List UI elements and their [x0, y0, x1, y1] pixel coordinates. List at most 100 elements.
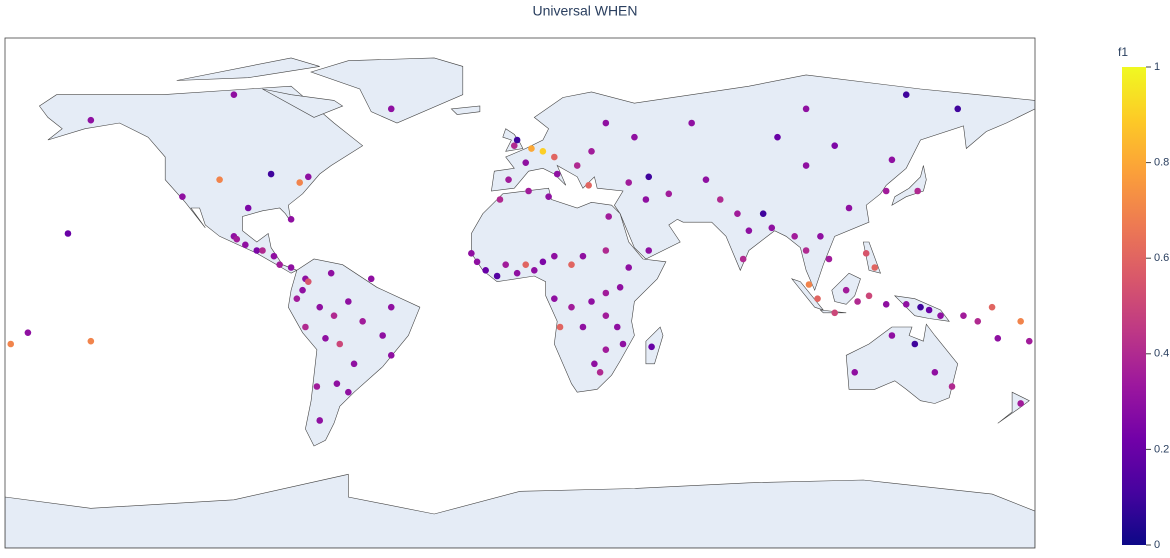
point	[831, 309, 839, 317]
point	[568, 261, 575, 268]
point	[327, 269, 335, 277]
point	[553, 170, 561, 178]
point	[510, 142, 518, 149]
point	[585, 182, 592, 189]
point	[854, 298, 861, 305]
point	[568, 303, 575, 311]
point	[865, 292, 873, 300]
point	[768, 224, 776, 232]
point	[948, 383, 956, 390]
point	[525, 187, 532, 195]
point	[605, 213, 612, 220]
point	[87, 116, 95, 124]
landmass	[176, 57, 320, 81]
point	[551, 153, 558, 161]
point	[179, 193, 186, 200]
point	[616, 284, 624, 291]
point	[253, 247, 261, 254]
point	[302, 323, 309, 331]
map-frame	[4, 37, 1036, 549]
point	[745, 227, 753, 234]
point	[287, 264, 295, 271]
point	[333, 380, 341, 387]
point	[734, 210, 741, 217]
landmass	[310, 57, 464, 124]
landmass	[262, 88, 344, 118]
point	[739, 255, 747, 263]
point	[802, 247, 810, 254]
landmass	[997, 391, 1030, 424]
point	[24, 329, 32, 336]
point	[573, 162, 581, 169]
point	[931, 369, 939, 376]
point	[759, 210, 767, 217]
point	[359, 318, 366, 325]
point	[888, 332, 896, 339]
point	[322, 335, 329, 342]
point	[602, 119, 610, 127]
landmass	[287, 258, 421, 447]
point	[528, 145, 535, 152]
landmass	[845, 323, 959, 404]
point	[545, 193, 552, 200]
point	[579, 252, 587, 260]
point	[244, 204, 252, 212]
point	[316, 303, 324, 311]
point	[259, 247, 266, 254]
point	[802, 162, 810, 169]
point	[814, 295, 821, 302]
landmass	[5, 473, 1035, 548]
point	[1017, 318, 1024, 325]
point	[287, 216, 295, 223]
point	[345, 388, 352, 396]
point	[304, 173, 312, 181]
point	[522, 261, 530, 268]
point	[588, 298, 595, 305]
point	[602, 312, 610, 319]
point	[493, 272, 501, 280]
point	[345, 298, 352, 305]
point	[539, 258, 547, 266]
point	[596, 369, 604, 376]
point	[1025, 337, 1033, 345]
point	[336, 340, 344, 348]
point	[619, 340, 627, 348]
point	[350, 360, 358, 368]
point	[688, 119, 695, 127]
point	[551, 295, 558, 302]
point	[591, 360, 598, 368]
point	[468, 250, 475, 257]
point	[233, 235, 241, 243]
point	[588, 148, 595, 155]
colorbar-title: f1	[1118, 45, 1128, 59]
point	[805, 281, 813, 288]
colorbar-tick-label: 0.2	[1154, 443, 1169, 455]
colorbar-tick-label: 0.6	[1154, 252, 1169, 264]
point	[716, 196, 724, 203]
point	[825, 255, 833, 263]
point	[531, 267, 538, 274]
point	[551, 252, 558, 260]
point	[270, 252, 278, 260]
point	[1017, 400, 1024, 407]
point	[505, 176, 512, 183]
land	[5, 57, 1035, 548]
colorbar-tick-label: 0.8	[1154, 157, 1169, 169]
point	[791, 233, 798, 240]
point	[625, 179, 633, 186]
point	[602, 247, 610, 254]
points	[7, 91, 1033, 424]
point	[496, 196, 504, 203]
point	[293, 295, 301, 302]
point	[579, 323, 587, 331]
point	[994, 335, 1002, 342]
point	[842, 286, 850, 294]
point	[502, 261, 509, 268]
point	[387, 352, 395, 359]
point	[902, 91, 910, 98]
point	[7, 340, 15, 348]
point	[702, 176, 710, 183]
point	[387, 303, 395, 311]
landmass	[38, 85, 364, 274]
point	[831, 142, 839, 149]
